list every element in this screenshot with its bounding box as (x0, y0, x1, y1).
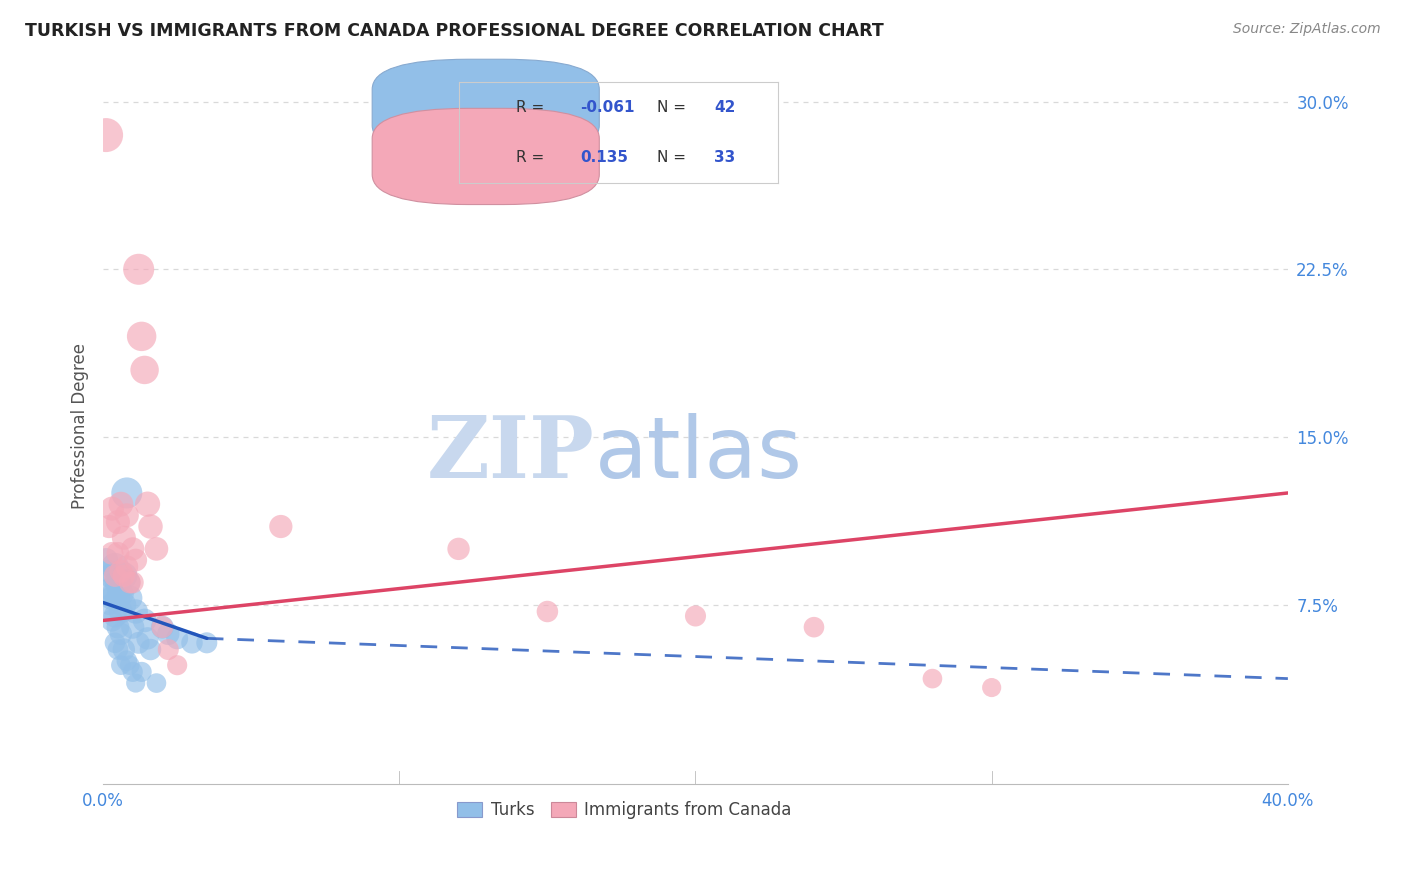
Point (101, 568, 124, 582)
Point (980, 681, 1002, 695)
Point (125, 676, 148, 690)
Point (101, 501, 124, 516)
Point (98, 564, 121, 578)
Point (181, 636, 204, 650)
Point (134, 363, 156, 377)
Point (104, 636, 127, 650)
Point (104, 559, 127, 574)
Point (107, 591, 129, 605)
Point (94, 128, 117, 142)
Point (110, 627, 132, 641)
Point (115, 654, 138, 668)
Point (98, 519, 121, 533)
Point (104, 609, 127, 624)
Point (150, 620, 173, 634)
Point (98, 598, 121, 612)
Point (115, 575, 138, 590)
Point (101, 591, 124, 605)
Text: ZIP: ZIP (427, 412, 595, 497)
Point (121, 665, 143, 679)
Point (145, 541, 167, 556)
Point (150, 620, 173, 634)
Point (166, 632, 188, 646)
Point (121, 541, 143, 556)
Point (118, 575, 141, 590)
Point (136, 497, 159, 511)
Point (110, 605, 132, 619)
Point (195, 636, 218, 650)
Text: atlas: atlas (595, 413, 803, 496)
Point (447, 541, 470, 556)
Point (107, 575, 129, 590)
Point (270, 519, 292, 533)
Point (118, 591, 141, 605)
Point (139, 642, 162, 657)
Y-axis label: Professional Degree: Professional Degree (72, 343, 89, 508)
Point (112, 598, 135, 612)
Point (145, 676, 167, 690)
Point (110, 658, 132, 673)
Point (128, 636, 150, 650)
Point (157, 642, 180, 657)
Point (128, 262, 150, 277)
Point (110, 564, 132, 578)
Point (131, 329, 153, 343)
Point (115, 486, 138, 500)
Point (107, 515, 129, 529)
Point (112, 642, 135, 657)
Point (921, 672, 943, 686)
Text: Source: ZipAtlas.com: Source: ZipAtlas.com (1233, 22, 1381, 37)
Point (125, 553, 148, 567)
Point (112, 531, 135, 545)
Point (136, 632, 159, 646)
Point (110, 586, 132, 600)
Point (118, 658, 141, 673)
Point (125, 605, 148, 619)
Point (121, 620, 143, 634)
Point (803, 620, 825, 634)
Point (157, 627, 180, 641)
Point (536, 605, 558, 619)
Point (110, 497, 132, 511)
Point (107, 620, 129, 634)
Point (685, 609, 707, 624)
Point (107, 642, 129, 657)
Point (139, 519, 162, 533)
Point (94, 553, 117, 567)
Text: TURKISH VS IMMIGRANTS FROM CANADA PROFESSIONAL DEGREE CORRELATION CHART: TURKISH VS IMMIGRANTS FROM CANADA PROFES… (25, 22, 884, 40)
Point (104, 586, 127, 600)
Point (101, 546, 124, 560)
Point (98, 582, 121, 596)
Legend: Turks, Immigrants from Canada: Turks, Immigrants from Canada (450, 794, 799, 825)
Point (104, 568, 127, 582)
Point (121, 575, 143, 590)
Point (134, 614, 156, 628)
Point (101, 614, 124, 628)
Point (107, 546, 129, 560)
Point (131, 665, 153, 679)
Point (115, 508, 138, 523)
Point (166, 658, 188, 673)
Point (112, 568, 135, 582)
Point (112, 568, 135, 582)
Point (115, 559, 138, 574)
